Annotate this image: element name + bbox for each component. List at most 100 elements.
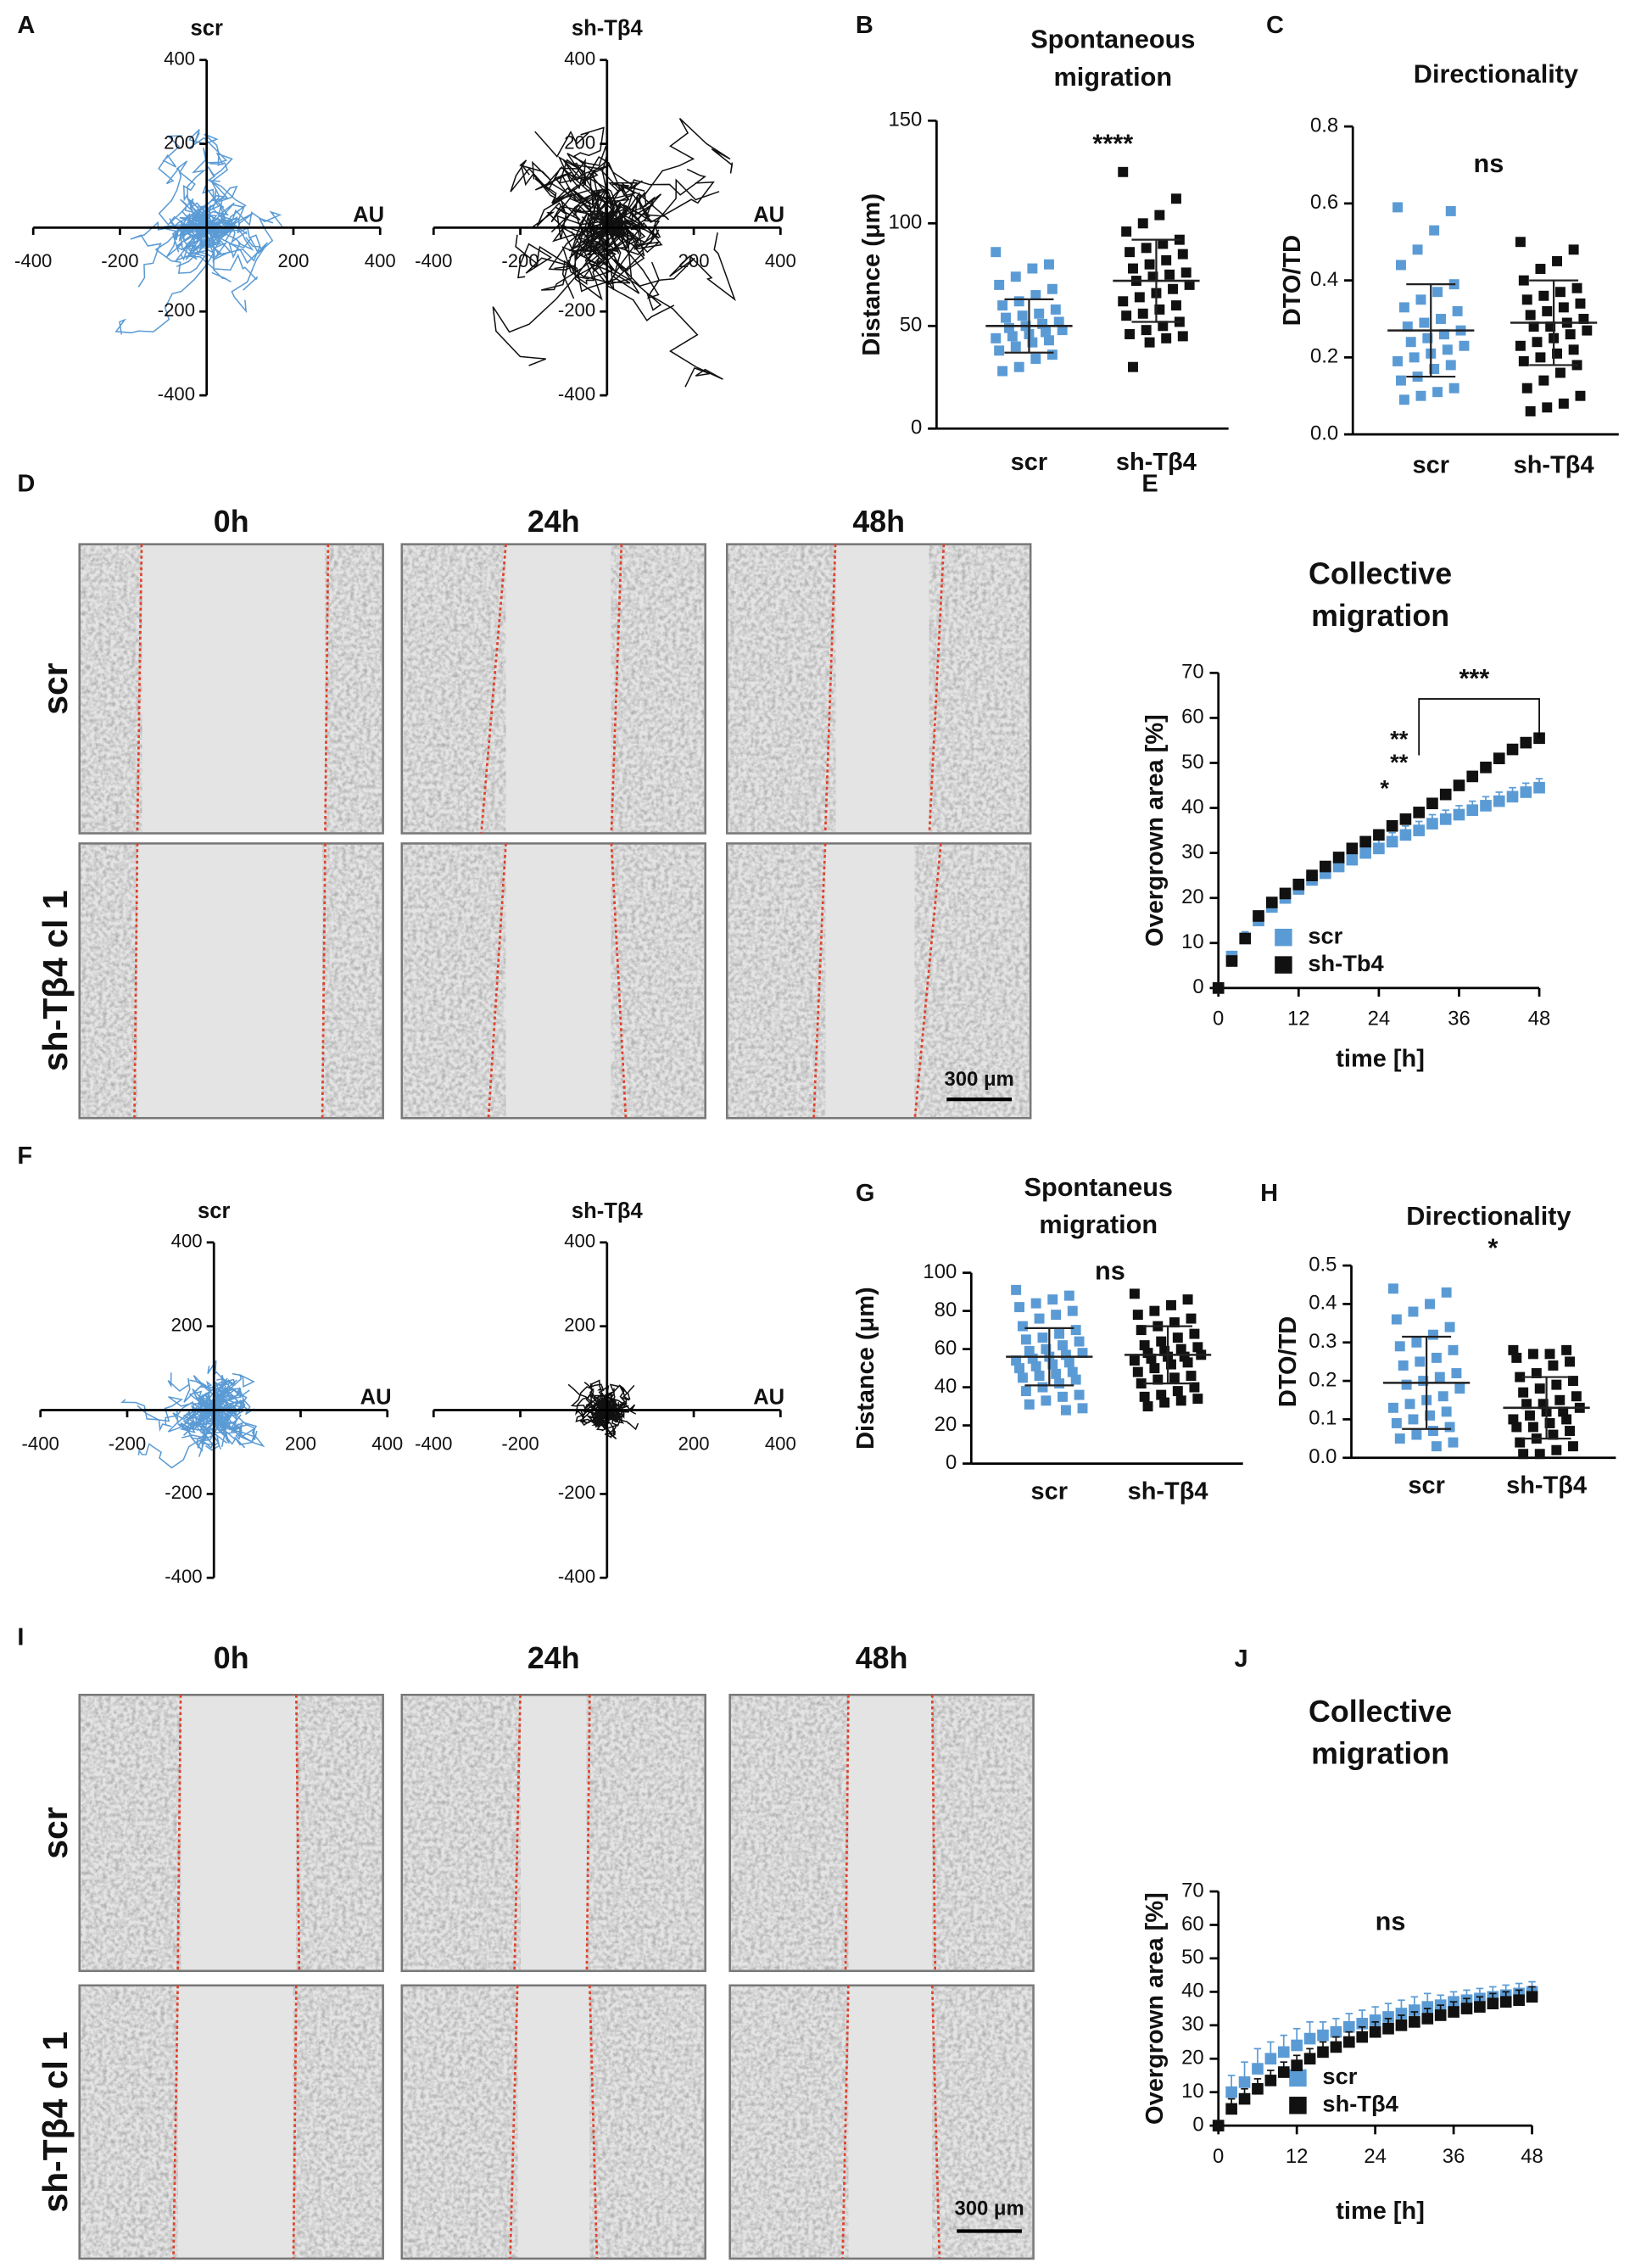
data-point [1166,1299,1176,1310]
chart-title: scr [191,17,223,41]
data-point [1551,1379,1562,1390]
data-point [1017,1321,1028,1332]
data-point [1558,1406,1569,1417]
track [130,220,215,288]
annotation: * [1380,775,1389,802]
x-tick-label: -200 [109,1433,146,1454]
data-point [1037,1332,1048,1343]
data-point [1561,1344,1572,1355]
data-point [1047,1294,1058,1305]
data-point [994,345,1005,356]
data-point [1041,1395,1052,1406]
x-tick-label: -200 [101,250,138,271]
data-point [1156,1389,1167,1400]
data-point [1521,383,1532,394]
data-point [1508,1414,1519,1425]
cell-area [611,843,706,1119]
annotation: ** [1390,726,1409,752]
data-point [1493,752,1505,764]
data-point [1007,331,1018,342]
y-tick-label: 50 [1181,751,1204,774]
data-point [1136,1325,1147,1336]
data-point [1419,317,1430,328]
y-axis-label: Distance (μm) [858,193,885,356]
wound-edge [509,1985,519,2259]
data-point [1369,2025,1381,2038]
data-point [1014,1363,1024,1374]
data-point [1128,361,1138,372]
y-axis-label: DTO/TD [1275,1316,1302,1407]
significance-bracket [1418,698,1540,756]
data-point [1156,1336,1167,1347]
chart-title: Collective [1309,557,1452,591]
data-point [1439,788,1452,801]
data-point [1448,2006,1459,2018]
data-point [1317,2029,1329,2042]
data-point [1421,2001,1434,2013]
data-point [1027,263,1038,274]
data-point [1044,259,1054,270]
data-point [1554,1394,1565,1405]
data-point [1212,2120,1225,2131]
cell-area [401,544,506,834]
data-point [1320,860,1331,873]
data-point [1060,1349,1071,1360]
data-point [1147,271,1158,282]
data-point [1518,1449,1529,1460]
y-tick-label: 40 [935,1375,957,1398]
track [541,226,625,291]
panel-letter: A [17,12,35,39]
data-point [1413,807,1426,818]
track [182,1394,225,1426]
x-tick-label: -200 [501,250,539,271]
track [570,1386,608,1419]
cell-area [79,544,142,834]
data-point [1394,1433,1405,1444]
data-point [1448,383,1459,394]
data-point [1544,1417,1555,1428]
data-point [1567,1376,1578,1387]
data-point [1182,1294,1193,1305]
data-point [1041,327,1052,338]
track [573,178,720,250]
data-point [1582,325,1593,336]
data-point [1434,2009,1447,2021]
data-point [1070,1325,1081,1336]
data-point [1548,1360,1559,1371]
x-tick-label: 200 [678,250,710,271]
data-point [1139,1391,1150,1402]
data-point [1439,813,1452,825]
data-point [1506,790,1519,803]
y-tick-label: -200 [558,299,595,321]
data-point [1054,1328,1065,1339]
y-axis-label: Overgrown area [%] [1141,1892,1169,2125]
data-point [1531,1368,1542,1378]
data-point [1428,1426,1438,1436]
data-point [1154,209,1165,221]
x-tick-label: 200 [285,1433,316,1454]
data-point [1534,1383,1545,1394]
data-point [1046,349,1058,360]
data-point [1013,361,1024,372]
data-point [1060,1405,1071,1416]
data-point [1225,2086,1237,2098]
data-point [1030,1360,1041,1371]
data-point [1394,1341,1405,1352]
data-point [1074,1389,1085,1400]
data-point [1037,318,1048,329]
x-tick-label: 0 [1213,1008,1224,1031]
cell-area [322,843,383,1119]
data-point [1051,1368,1062,1379]
data-point [1534,1449,1545,1460]
data-point [1558,398,1569,409]
data-point [1515,340,1526,351]
cell-area [727,544,836,834]
y-tick-label: 200 [564,1315,595,1336]
legend-swatch [1275,956,1292,974]
y-tick-label: -200 [165,1482,202,1503]
x-tick-label: scr [1031,1478,1069,1505]
data-point [1398,1360,1409,1371]
data-point [1565,1426,1575,1436]
data-point [1346,842,1359,855]
